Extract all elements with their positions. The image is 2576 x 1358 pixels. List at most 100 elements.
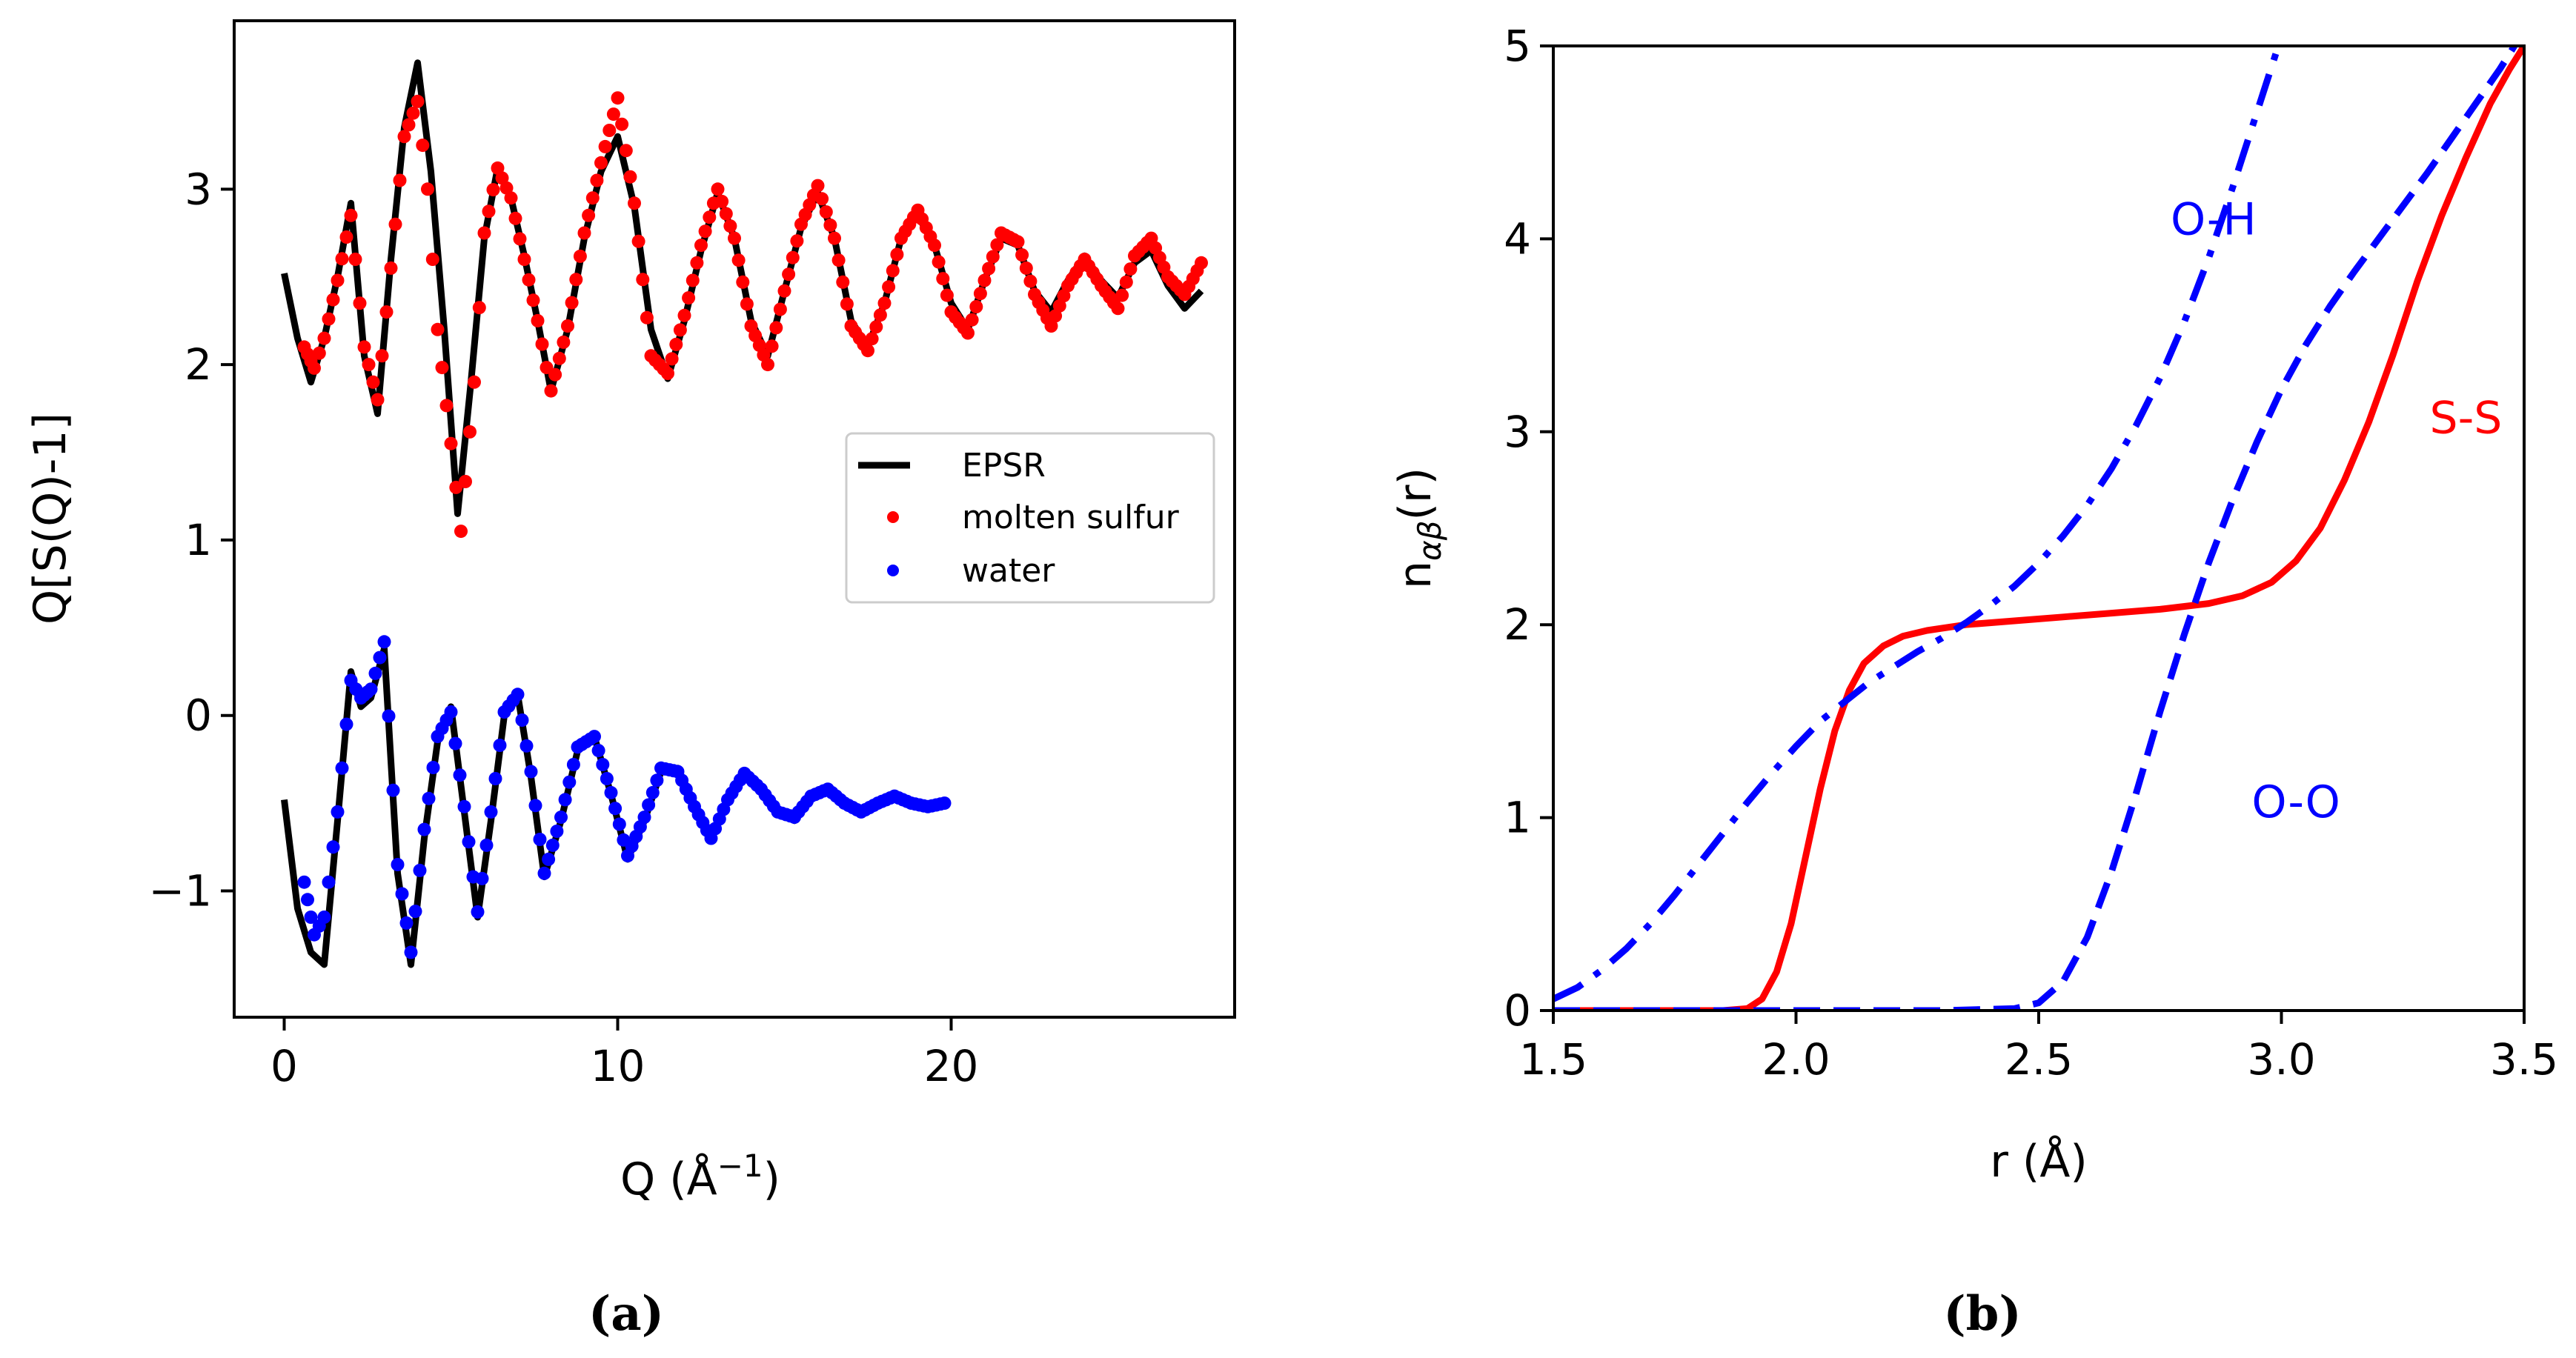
water-point (612, 817, 626, 831)
molten-sulfur-point (886, 264, 900, 278)
molten-sulfur-point (517, 253, 531, 266)
molten-sulfur-point (890, 247, 904, 262)
molten-sulfur-point (384, 261, 398, 275)
molten-sulfur-point (459, 475, 472, 488)
molten-sulfur-point (936, 272, 950, 286)
molten-sulfur-point (628, 196, 641, 210)
x-tick-label-b: 1.5 (1519, 1034, 1587, 1085)
molten-sulfur-point (686, 273, 700, 287)
molten-sulfur-point (439, 399, 454, 413)
molten-sulfur-point (411, 94, 425, 108)
molten-sulfur-point (840, 297, 854, 311)
molten-sulfur-point (786, 250, 800, 264)
molten-sulfur-point (661, 367, 674, 380)
molten-sulfur-point (322, 312, 336, 326)
water-point (301, 893, 314, 907)
annotation-o-o: O-O (2251, 776, 2340, 828)
molten-sulfur-point (508, 211, 522, 225)
molten-sulfur-point (815, 192, 829, 206)
molten-sulfur-point (928, 239, 941, 253)
water-point (404, 945, 418, 959)
molten-sulfur-point (882, 280, 896, 294)
molten-sulfur-point (973, 287, 987, 301)
y-axis-b: 0 1 2 3 4 5 (1504, 21, 1553, 1036)
molten-sulfur-point (339, 230, 353, 244)
y-tick-label-b: 3 (1504, 407, 1531, 457)
chart-a: 0 10 20 −1 0 1 2 3 Q (Å−1) Q[S(Q)-1] EPSR molt… (24, 19, 1236, 1342)
water-point (304, 911, 318, 924)
plot-frame-b (1552, 44, 2526, 1012)
molten-sulfur-point (402, 118, 416, 132)
molten-sulfur-point (619, 144, 633, 158)
molten-sulfur-point (561, 319, 574, 333)
water-point (642, 798, 656, 812)
legend-key-water (887, 565, 899, 576)
molten-sulfur-point (640, 310, 654, 324)
molten-sulfur-point (344, 208, 358, 222)
molten-sulfur-point (782, 267, 796, 282)
molten-sulfur-point (877, 296, 892, 310)
plot-frame-a (233, 19, 1236, 1019)
water-point (368, 666, 382, 680)
molten-sulfur-point (719, 207, 733, 221)
y-tick-label-b: 4 (1504, 213, 1531, 264)
molten-sulfur-point (565, 296, 579, 310)
molten-sulfur-point (861, 344, 874, 358)
molten-sulfur-point (472, 301, 486, 315)
water-point (566, 758, 580, 771)
water-point (645, 785, 660, 799)
water-point (484, 805, 498, 819)
water-point (554, 811, 568, 825)
molten-sulfur-point (761, 358, 774, 372)
molten-sulfur-point (615, 117, 629, 131)
water-point (528, 799, 542, 813)
molten-sulfur-point (1115, 288, 1129, 302)
line-o-o (1553, 46, 2517, 1011)
water-point (591, 744, 605, 758)
water-point (562, 775, 577, 789)
molten-sulfur-point (454, 525, 468, 539)
line-o-h (1553, 46, 2283, 1002)
molten-sulfur-point (694, 239, 708, 253)
molten-sulfur-point (828, 231, 841, 245)
water-point (511, 688, 525, 702)
water-point (448, 736, 462, 750)
annotations-b: O-H S-S O-O (2171, 193, 2502, 828)
molten-sulfur-point (1123, 262, 1138, 276)
water-point (515, 713, 529, 727)
molten-sulfur-point (421, 182, 434, 196)
molten-sulfur-point (397, 130, 411, 144)
water-point (524, 765, 538, 779)
water-point (550, 825, 564, 838)
molten-sulfur-point (326, 293, 340, 307)
x-axis-label-b: r (Å) (1990, 1135, 2088, 1188)
molten-sulfur-point (582, 208, 596, 222)
molten-sulfur-point (477, 226, 491, 240)
molten-sulfur-point (482, 204, 496, 219)
water-point (462, 835, 476, 849)
water-point (364, 682, 378, 696)
molten-sulfur-point (1119, 275, 1133, 289)
legend-label-epsr: EPSR (962, 447, 1046, 485)
molten-sulfur-point (790, 234, 804, 248)
molten-sulfur-point (535, 337, 549, 351)
molten-sulfur-point (982, 262, 996, 276)
water-point (331, 805, 345, 819)
molten-sulfur-point (986, 250, 1000, 264)
molten-sulfur-point (769, 321, 783, 335)
molten-sulfur-point (711, 182, 725, 196)
water-point (395, 887, 409, 901)
water-point (457, 799, 471, 813)
molten-sulfur-point (577, 226, 591, 240)
molten-sulfur-point (495, 171, 509, 185)
water-point (519, 739, 534, 753)
water-point (373, 650, 387, 665)
molten-sulfur-point (1049, 309, 1063, 323)
water-point (479, 838, 494, 852)
molten-sulfur-point (379, 305, 394, 319)
molten-sulfur-point (416, 139, 430, 153)
water-point (399, 916, 414, 930)
molten-sulfur-point (531, 313, 545, 327)
molten-sulfur-point (331, 273, 345, 287)
